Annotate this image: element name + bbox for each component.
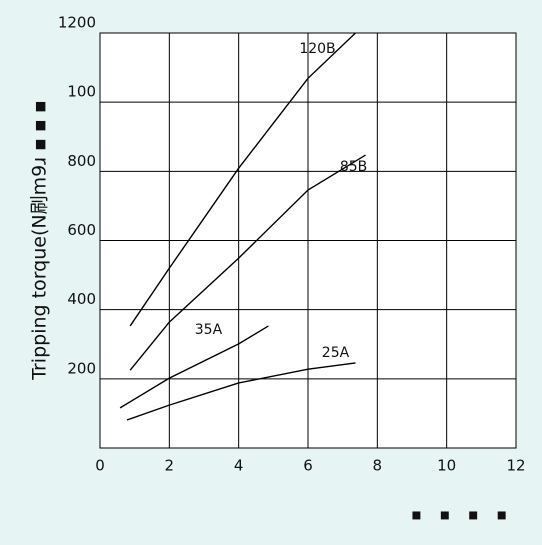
y-tick-label: 800 — [67, 152, 96, 170]
y-tick-label: 600 — [67, 221, 96, 239]
x-tick-label: 0 — [95, 457, 105, 475]
x-tick-label: 6 — [303, 457, 313, 475]
x-tick-label: 8 — [373, 457, 383, 475]
y-tick-label: 200 — [67, 359, 96, 377]
y-axis-label: Tripping torque(N刷m9ɹ ▪ ▪ ▪ — [29, 100, 51, 381]
x-tick-label: 12 — [506, 457, 525, 475]
y-tick-label: 100 — [67, 83, 96, 101]
x-tick-label: 10 — [437, 457, 456, 475]
x-tick-label: 4 — [234, 457, 244, 475]
y-tick-label: 400 — [67, 290, 96, 308]
line — [129, 154, 366, 371]
y-tick-label: 1200 — [58, 14, 96, 32]
series-label: 120B — [299, 41, 335, 57]
line — [126, 362, 356, 421]
line — [129, 32, 356, 327]
series-label: 25A — [322, 345, 350, 361]
series-label: 35A — [195, 322, 223, 338]
line — [119, 325, 269, 409]
series-label: 85B — [340, 159, 367, 175]
x-tick-label: 2 — [165, 457, 175, 475]
x-axis-label: ▪ ▪ ▪ ▪ — [411, 505, 513, 524]
